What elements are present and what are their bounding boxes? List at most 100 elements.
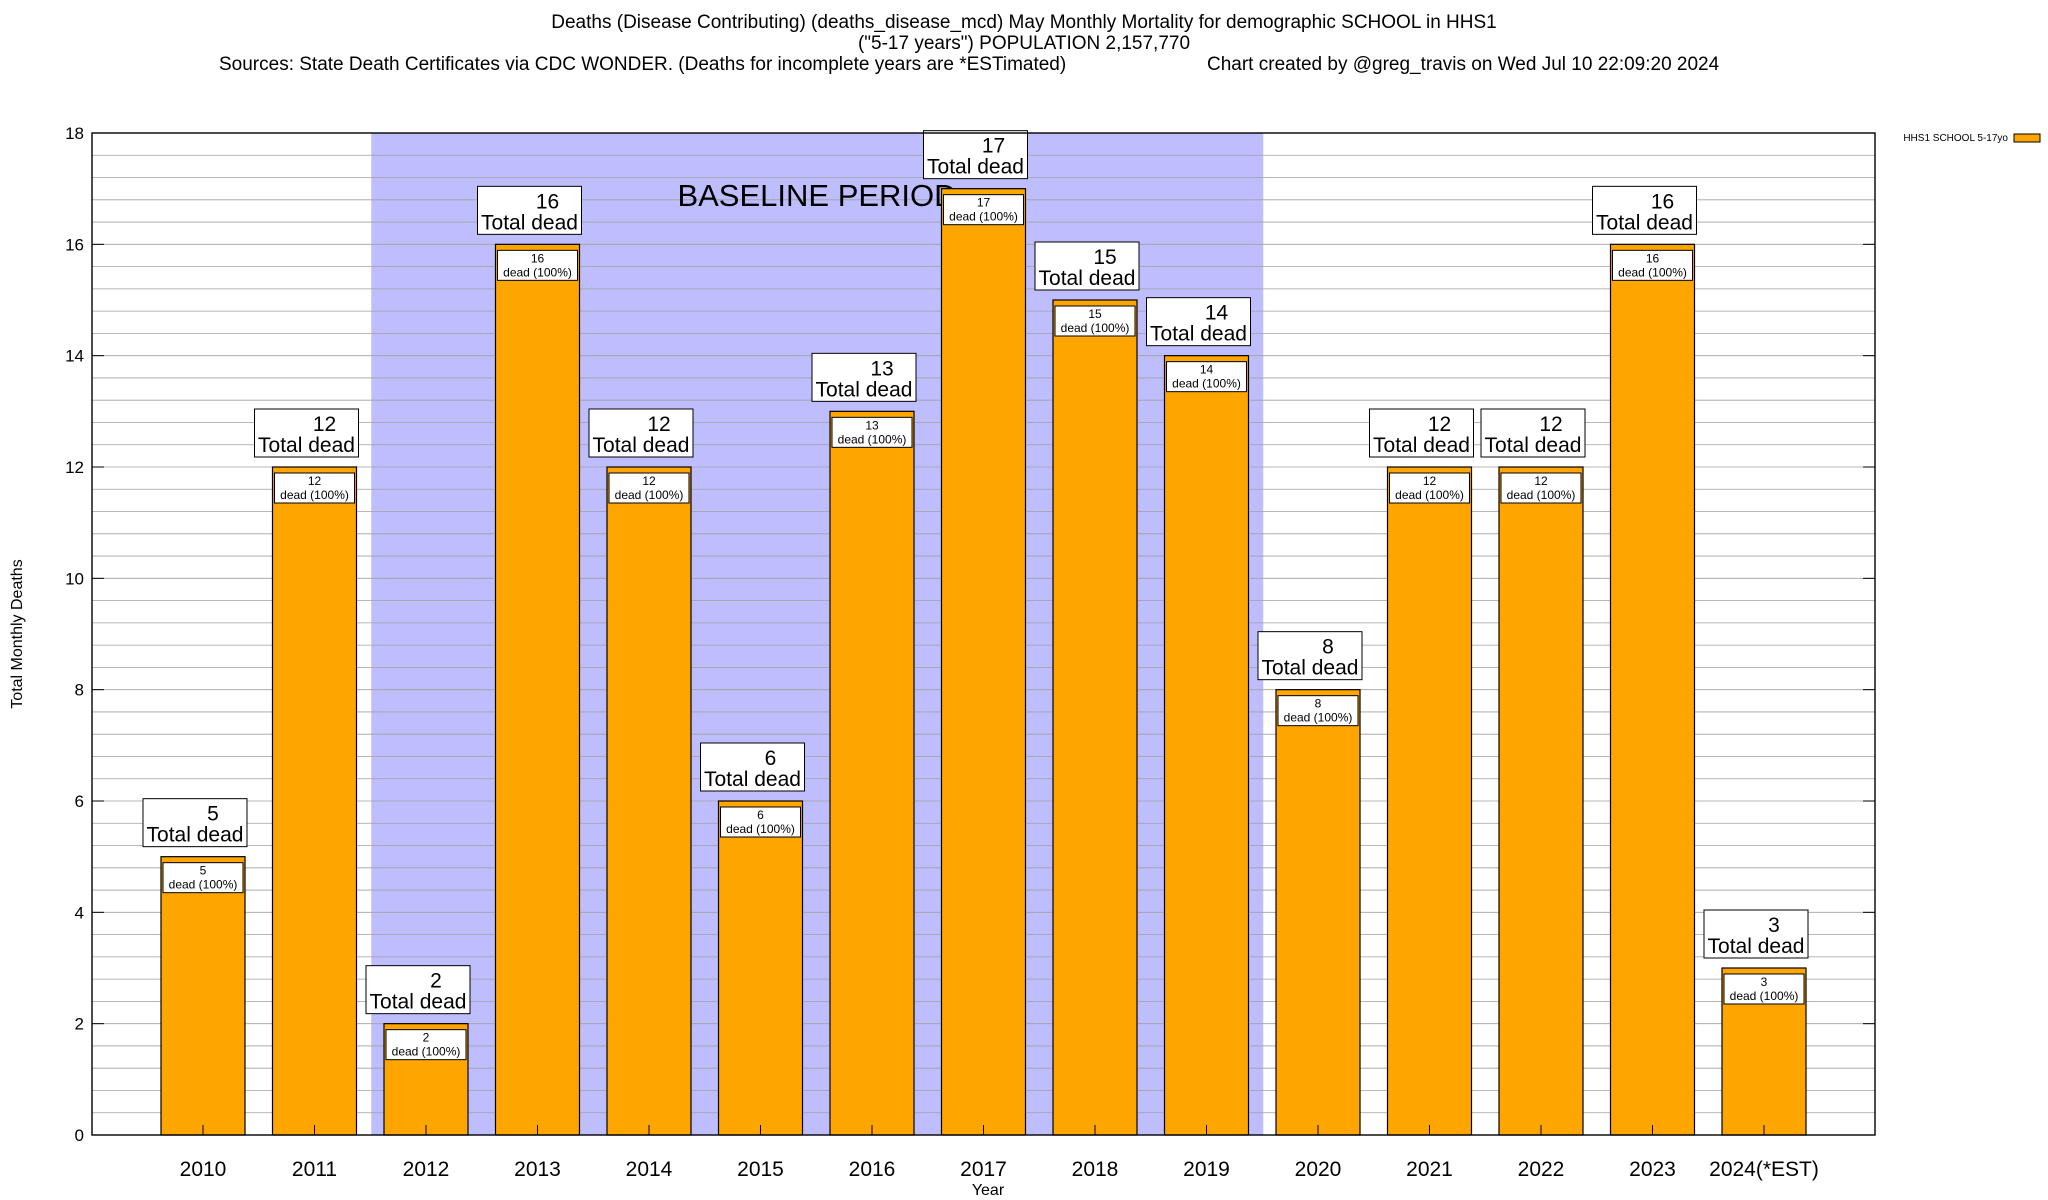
x-tick-label: 2013 [514, 1158, 561, 1181]
x-tick-label: 2011 [292, 1158, 337, 1181]
y-axis-label: Total Monthly Deaths [9, 559, 26, 708]
y-tick-label: 18 [65, 124, 84, 143]
bar [829, 410, 915, 1136]
bar [494, 243, 581, 1136]
bar-inner-value: 12 [1423, 474, 1437, 488]
bar [1609, 243, 1696, 1136]
bar-total-value: 13 [870, 357, 893, 380]
chart-title: Deaths (Disease Contributing) (deaths_di… [551, 12, 1497, 33]
bar-total-suffix: Total dead [816, 378, 913, 401]
bar-inner-suffix: dead (100%) [503, 265, 572, 279]
bar-inner-suffix: dead (100%) [1284, 711, 1353, 725]
y-tick-label: 0 [75, 1126, 84, 1145]
bar-total-label-box [1257, 631, 1363, 681]
y-tick-label: 4 [75, 903, 84, 922]
bar-inner-label-box [1500, 472, 1582, 504]
bar-total-value: 3 [1768, 914, 1780, 937]
bar-total-label-box [588, 408, 694, 458]
bar-inner-label-box [1277, 695, 1359, 727]
bar-inner-suffix: dead (100%) [1507, 488, 1576, 502]
bar [717, 800, 804, 1136]
bar-inner-value: 15 [1088, 307, 1102, 321]
bar-inner-value: 12 [642, 474, 656, 488]
bar [271, 466, 358, 1136]
bar-total-label-box [365, 965, 471, 1015]
bar-inner-value: 3 [1761, 975, 1768, 989]
bar-total-label-box [700, 742, 805, 792]
bar-total-label-box [1034, 241, 1140, 291]
bar-inner-value: 8 [1315, 697, 1322, 711]
bar-inner-value: 12 [1534, 474, 1548, 488]
bar-inner-value: 16 [531, 251, 545, 265]
bar-inner-label-box [385, 1029, 467, 1061]
bar-total-value: 16 [536, 190, 559, 213]
bar-total-value: 12 [1428, 413, 1451, 436]
bar-total-label-box [477, 185, 582, 235]
y-tick-label: 8 [75, 681, 84, 700]
bar-total-value: 14 [1205, 302, 1229, 325]
x-tick-label: 2014 [626, 1158, 673, 1181]
bar-total-label-box [1480, 408, 1586, 458]
x-tick-label: 2024(*EST) [1709, 1158, 1819, 1181]
bar-inner-value: 16 [1646, 251, 1660, 265]
bar [1498, 466, 1584, 1136]
bar-total-value: 16 [1651, 190, 1674, 213]
bar-inner-label-box [1612, 249, 1693, 281]
bar-inner-label-box [720, 806, 801, 838]
bar-inner-suffix: dead (100%) [615, 488, 684, 502]
baseline-period-label: BASELINE PERIOD [677, 178, 956, 213]
bar-total-label-box [254, 408, 359, 458]
plot-frame [91, 132, 1876, 1136]
bar-inner-label-box [608, 472, 690, 504]
bar-total-value: 5 [207, 803, 219, 826]
x-tick-label: 2019 [1183, 1158, 1230, 1181]
y-tick-label: 12 [65, 458, 84, 477]
bar-total-value: 2 [430, 970, 442, 993]
bar [606, 466, 692, 1136]
x-tick-label: 2010 [180, 1158, 227, 1181]
bar-total-suffix: Total dead [1039, 267, 1136, 290]
bar-inner-value: 6 [757, 808, 764, 822]
bar-inner-label-box [497, 249, 578, 281]
bar-inner-value: 5 [200, 864, 207, 878]
bar-total-suffix: Total dead [1708, 935, 1805, 958]
chart-sources: Sources: State Death Certificates via CD… [219, 54, 1067, 75]
bar-total-label-box [1703, 909, 1809, 959]
bar-inner-label-box [943, 194, 1024, 226]
x-tick-label: 2018 [1072, 1158, 1119, 1181]
bar-inner-suffix: dead (100%) [280, 488, 349, 502]
bar-inner-value: 17 [977, 196, 991, 210]
bar-inner-label-box [1054, 305, 1136, 337]
x-tick-label: 2016 [849, 1158, 896, 1181]
chart-credit: Chart created by @greg_travis on Wed Jul… [1207, 54, 1720, 75]
x-axis-label: Year [972, 1182, 1005, 1199]
y-tick-label: 6 [75, 792, 84, 811]
bar-inner-label-box [1723, 973, 1805, 1005]
bar-inner-suffix: dead (100%) [726, 822, 795, 836]
bar [1052, 299, 1138, 1136]
y-tick-label: 2 [75, 1015, 84, 1034]
bar-inner-value: 13 [865, 418, 879, 432]
bar-inner-suffix: dead (100%) [169, 878, 238, 892]
x-tick-label: 2021 [1406, 1158, 1453, 1181]
bar-total-suffix: Total dead [481, 211, 578, 234]
x-tick-label: 2023 [1629, 1158, 1676, 1181]
bar-inner-suffix: dead (100%) [1172, 377, 1241, 391]
bar-inner-suffix: dead (100%) [1061, 321, 1130, 335]
bar-total-suffix: Total dead [927, 156, 1024, 179]
y-tick-label: 14 [65, 347, 84, 366]
bar-inner-label-box [162, 862, 244, 894]
bar-inner-label-box [1166, 361, 1247, 393]
bar-total-suffix: Total dead [1373, 434, 1470, 457]
bar-inner-label-box [831, 416, 913, 448]
x-tick-label: 2017 [960, 1158, 1007, 1181]
bar-total-suffix: Total dead [1262, 657, 1359, 680]
bar [1275, 689, 1361, 1136]
bar-inner-label-box [274, 472, 355, 504]
chart-subtitle: ("5-17 years") POPULATION 2,157,770 [857, 33, 1191, 54]
bar-total-label-box [1369, 408, 1474, 458]
bar-total-value: 12 [647, 413, 670, 436]
bar-total-suffix: Total dead [147, 824, 244, 847]
x-tick-label: 2022 [1518, 1158, 1565, 1181]
